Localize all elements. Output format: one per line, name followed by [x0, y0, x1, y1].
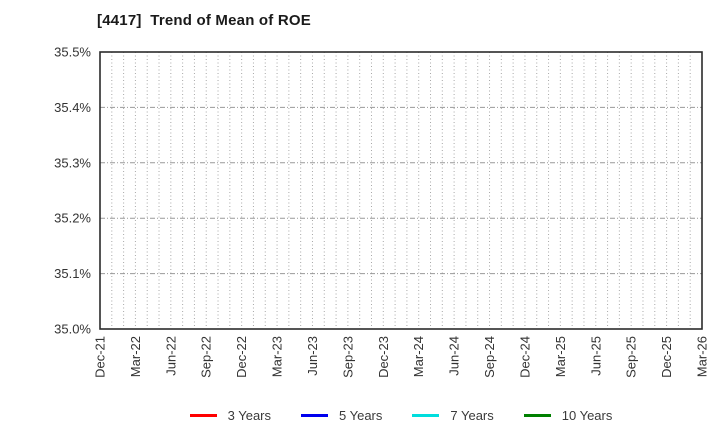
legend-label: 7 Years: [450, 407, 494, 423]
y-tick-label: 35.4%: [54, 100, 91, 115]
legend-line-swatch: [523, 413, 551, 417]
x-tick-label: Mar-24: [411, 336, 426, 377]
x-tick-label: Dec-24: [517, 336, 532, 378]
x-tick-label: Jun-24: [447, 336, 462, 376]
x-tick-label: Dec-21: [93, 336, 108, 378]
x-tick-label: Mar-26: [695, 336, 710, 377]
legend-item: 3 Years: [189, 407, 271, 423]
legend-item: 7 Years: [412, 407, 494, 423]
legend-label: 5 Years: [339, 407, 383, 423]
chart-title: [4417] Trend of Mean of ROE: [97, 12, 311, 29]
x-tick-label: Jun-25: [588, 336, 603, 376]
legend: 3 Years 5 Years 7 Years 10 Years: [100, 404, 702, 426]
x-tick-label: Dec-22: [234, 336, 249, 378]
legend-label: 3 Years: [227, 407, 271, 423]
legend-item: 5 Years: [301, 408, 382, 423]
x-tick-label: Sep-22: [199, 336, 214, 378]
x-tick-label: Sep-23: [340, 336, 355, 378]
y-tick-label: 35.0%: [54, 322, 91, 337]
x-tick-label: Dec-25: [659, 336, 674, 378]
x-tick-label: Jun-22: [163, 336, 178, 376]
legend-line-swatch: [189, 413, 217, 417]
x-tick-label: Sep-24: [482, 336, 497, 378]
legend-label: 10 Years: [561, 407, 613, 423]
legend-line-swatch: [301, 413, 328, 417]
x-tick-label: Mar-22: [128, 336, 143, 377]
x-tick-label: Mar-23: [270, 336, 285, 377]
x-tick-label: Sep-25: [624, 336, 639, 378]
legend-line-swatch: [412, 413, 440, 417]
y-tick-label: 35.2%: [54, 211, 91, 226]
y-tick-label: 35.1%: [54, 266, 91, 281]
y-tick-label: 35.5%: [54, 45, 91, 60]
x-tick-label: Jun-23: [305, 336, 320, 376]
legend-item: 10 Years: [523, 407, 613, 423]
y-tick-label: 35.3%: [54, 155, 91, 170]
x-tick-label: Dec-23: [376, 336, 391, 378]
plot-border: [99, 51, 703, 330]
x-tick-label: Mar-25: [553, 336, 568, 377]
